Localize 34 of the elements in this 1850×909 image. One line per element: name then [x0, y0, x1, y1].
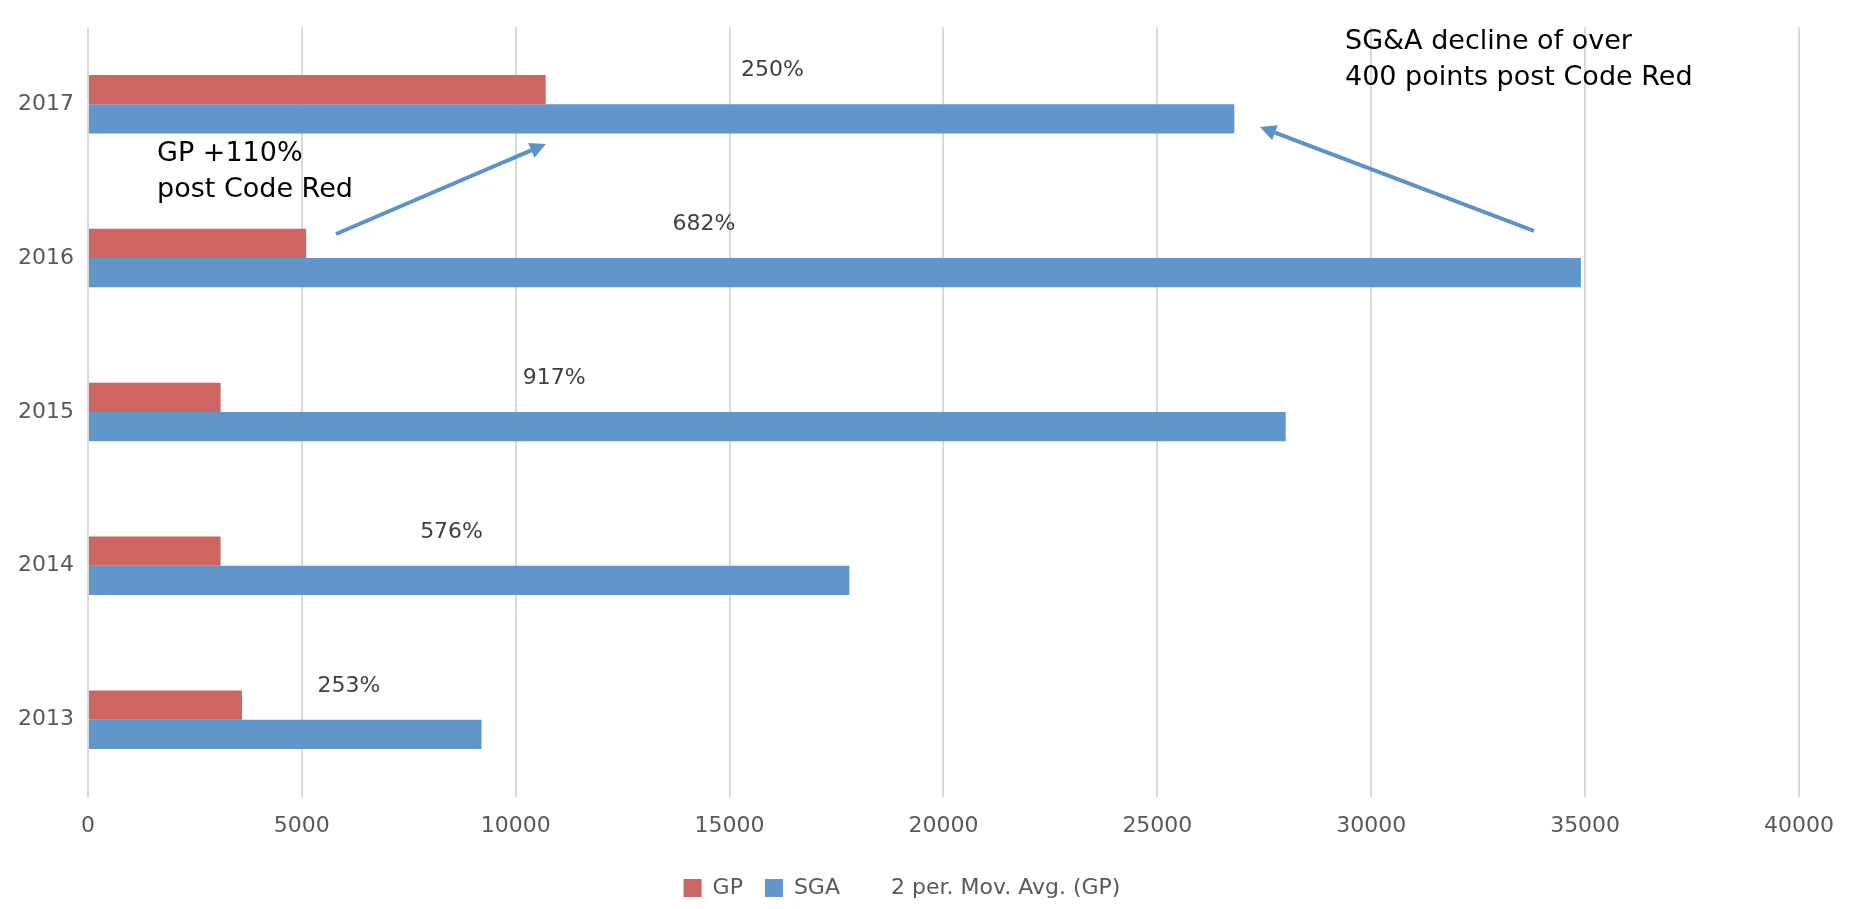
bar: [88, 411, 1286, 442]
y-tick-label: 2013: [17, 705, 74, 731]
y-tick-label: 2017: [17, 89, 74, 115]
y-tick-label: 2016: [17, 243, 74, 269]
x-tick-label: 25000: [1122, 811, 1193, 837]
bar: [88, 258, 1581, 288]
bar: [88, 228, 307, 259]
text: 2 per. Mov. Avg. (GP): [890, 873, 1121, 899]
annotation: SG&A decline of over 400 points post Code Red: [1345, 23, 1693, 93]
annotation: 917%: [522, 363, 586, 389]
annotation: 576%: [420, 517, 484, 543]
x-tick-label: 5000: [273, 811, 330, 837]
x-tick-label: 20000: [908, 811, 979, 837]
bar: [88, 536, 221, 566]
legend-label: GP: [712, 873, 743, 899]
x-tick-label: 15000: [694, 811, 765, 837]
y-tick-label: 2015: [17, 397, 74, 423]
annotation: 682%: [672, 209, 736, 235]
annotation: GP +110% post Code Red: [157, 135, 353, 205]
bar: [88, 74, 546, 105]
bar: [88, 104, 1235, 134]
annotation: 250%: [740, 56, 804, 82]
annotation: 253%: [317, 671, 381, 697]
bar: [88, 690, 242, 720]
x-tick-label: 35000: [1550, 811, 1621, 837]
bar: [88, 382, 221, 412]
bar: [88, 719, 482, 749]
legend-label: SGA: [793, 873, 840, 899]
y-tick-label: 2014: [17, 551, 74, 577]
bar: [88, 565, 850, 596]
x-tick-label: 40000: [1764, 811, 1835, 837]
x-tick-label: 10000: [480, 811, 551, 837]
x-tick-label: 30000: [1336, 811, 1407, 837]
x-tick-label: 0: [80, 811, 95, 837]
